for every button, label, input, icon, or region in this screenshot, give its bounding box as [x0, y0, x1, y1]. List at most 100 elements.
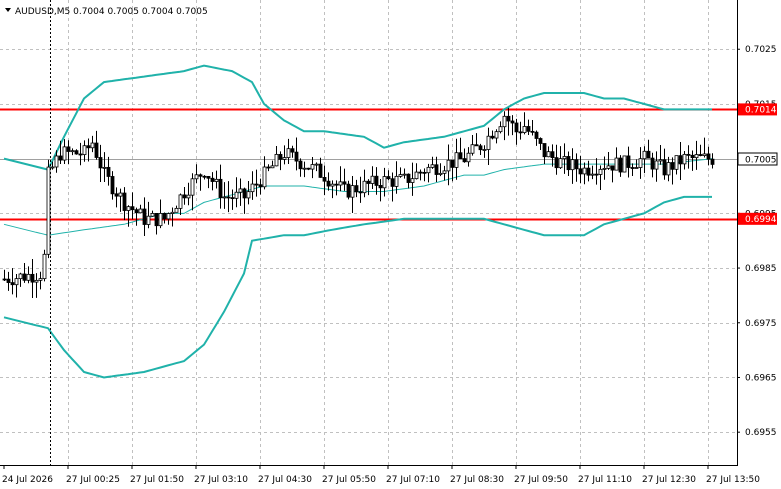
- candle-body: [538, 138, 543, 144]
- x-tick-label: 27 Jul 11:10: [578, 475, 632, 485]
- candle: [462, 148, 467, 163]
- candle-body: [46, 166, 51, 255]
- x-tick-label: 27 Jul 00:25: [66, 475, 120, 485]
- symbol-header: AUDUSD,M5 0.7004 0.7005 0.7004 0.7005: [5, 7, 208, 17]
- candle-body: [658, 159, 663, 162]
- candle: [702, 137, 707, 158]
- candle-body: [254, 183, 259, 186]
- candle: [190, 173, 195, 211]
- candle-body: [346, 183, 351, 198]
- candle-body: [702, 153, 707, 156]
- candle-body: [230, 197, 235, 200]
- candle: [330, 180, 335, 199]
- candle: [514, 118, 519, 145]
- candle: [706, 146, 711, 166]
- candle: [86, 138, 91, 162]
- candle: [362, 169, 367, 198]
- candle-body: [158, 212, 163, 227]
- candle-body: [266, 166, 271, 169]
- candle-body: [366, 180, 371, 184]
- candle-body: [342, 181, 347, 185]
- candle: [510, 115, 515, 136]
- symbol-label: AUDUSD,M5 0.7004 0.7005 0.7004 0.7005: [15, 7, 208, 17]
- candle-body: [378, 185, 383, 189]
- candle: [38, 271, 43, 290]
- candle-body: [166, 213, 171, 220]
- candle: [398, 167, 403, 178]
- candle-body: [446, 159, 451, 172]
- candle: [318, 157, 323, 178]
- candle: [10, 268, 15, 295]
- candle-body: [270, 165, 275, 169]
- x-tick-label: 27 Jul 05:50: [322, 475, 376, 485]
- candle: [422, 168, 427, 182]
- candle-body: [94, 142, 99, 158]
- x-tick-label: 27 Jul 01:50: [130, 475, 184, 485]
- candle-body: [302, 167, 307, 170]
- candle-body: [654, 160, 659, 170]
- candle-body: [498, 126, 503, 133]
- candle: [174, 205, 179, 213]
- candle-body: [294, 151, 299, 162]
- candle: [546, 146, 551, 158]
- upper-band-line: [3, 64, 712, 171]
- current-price-label: 0.7005: [737, 152, 778, 166]
- candle: [646, 139, 651, 159]
- candle-body: [390, 178, 395, 187]
- candle: [126, 205, 131, 227]
- candle: [2, 269, 7, 282]
- candle: [210, 172, 215, 191]
- lower-band-line: [3, 195, 712, 379]
- candle: [218, 164, 223, 209]
- candle: [370, 166, 375, 189]
- candle: [658, 145, 663, 165]
- candle: [230, 189, 235, 210]
- candle: [178, 193, 183, 215]
- candle-body: [322, 177, 327, 182]
- dropdown-arrow-icon[interactable]: [5, 8, 11, 12]
- candle-body: [98, 157, 103, 169]
- x-tick-label: 27 Jul 09:50: [514, 475, 568, 485]
- candle-body: [174, 207, 179, 213]
- candle-body: [426, 166, 431, 174]
- candle-body: [578, 168, 583, 175]
- candle-body: [470, 144, 475, 154]
- candle: [58, 140, 63, 164]
- candle: [602, 156, 607, 180]
- level-price-text: 0.7014: [745, 105, 777, 115]
- candle: [442, 165, 447, 181]
- candle-body: [6, 278, 11, 283]
- candle: [358, 176, 363, 203]
- candle: [30, 258, 35, 299]
- candle: [518, 121, 523, 140]
- candle: [594, 158, 599, 185]
- candle: [530, 119, 535, 136]
- candle-body: [410, 178, 415, 183]
- candle: [378, 179, 383, 202]
- level-price-label: 0.6994: [738, 212, 777, 225]
- candle-body: [274, 153, 279, 167]
- candle-body: [110, 176, 115, 195]
- candle: [186, 182, 191, 206]
- level-lines: [0, 108, 737, 221]
- candle-body: [258, 184, 263, 188]
- candle: [710, 153, 715, 169]
- candle: [138, 204, 143, 214]
- candle: [50, 161, 55, 170]
- candle-body: [106, 166, 111, 177]
- candle-body: [34, 279, 39, 283]
- candle-body: [550, 151, 555, 159]
- candle: [114, 187, 119, 208]
- candle: [70, 148, 75, 156]
- candle: [118, 188, 123, 212]
- candle: [98, 144, 103, 182]
- candle: [82, 140, 87, 162]
- candle-body: [90, 142, 95, 149]
- candle-body: [358, 191, 363, 194]
- candle-body: [86, 145, 91, 149]
- candle-body: [474, 144, 479, 147]
- candle: [238, 178, 243, 206]
- candle-body: [338, 181, 343, 186]
- candle-body: [30, 273, 35, 283]
- candle-body: [150, 212, 155, 217]
